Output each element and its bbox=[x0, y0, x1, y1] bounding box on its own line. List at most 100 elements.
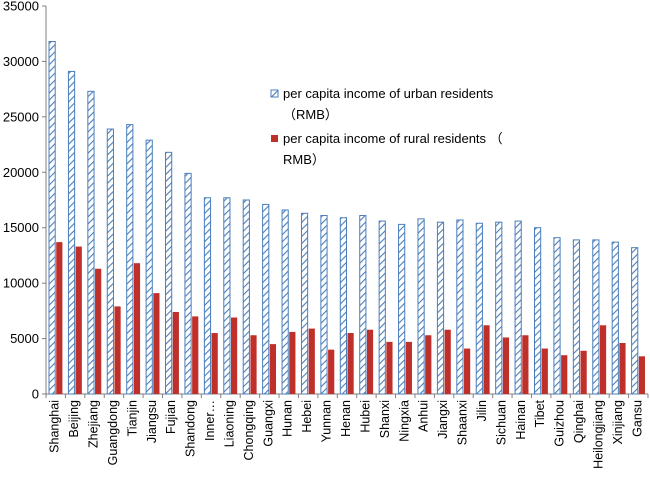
bar-urban bbox=[378, 220, 386, 395]
legend-swatch-urban bbox=[270, 89, 279, 98]
x-tick-label: Xinjiang bbox=[611, 400, 625, 445]
bar-rural bbox=[153, 293, 160, 394]
x-tick-label: Shanxi bbox=[378, 400, 392, 438]
bar-rural bbox=[269, 344, 277, 394]
bar-urban bbox=[456, 219, 464, 395]
y-axis: 0 5000 10000 15000 20000 25000 30000 35000 bbox=[3, 0, 47, 402]
y-tick-label: 20000 bbox=[3, 165, 39, 180]
bar-rural bbox=[366, 329, 374, 394]
x-tick-label: Shandong bbox=[184, 400, 198, 457]
x-tick-label: Hainan bbox=[514, 400, 528, 440]
bar-urban bbox=[67, 70, 76, 395]
bar-rural bbox=[425, 335, 432, 394]
bar-urban bbox=[106, 128, 114, 395]
x-tick-label: Shaanxi bbox=[456, 400, 470, 445]
bar-urban bbox=[592, 239, 600, 395]
bar-rural bbox=[638, 356, 645, 394]
legend-label-rural: RMB） bbox=[283, 152, 325, 167]
bar-rural bbox=[386, 341, 393, 394]
bar-urban bbox=[359, 215, 367, 395]
x-tick-label: Liaoning bbox=[222, 400, 236, 447]
bar-rural bbox=[483, 325, 490, 394]
bar-urban bbox=[436, 221, 445, 395]
bar-rural bbox=[56, 242, 63, 394]
bar-urban bbox=[417, 218, 425, 395]
bar-rural bbox=[114, 306, 121, 394]
bar-rural bbox=[75, 246, 82, 394]
x-tick-label: Zhejiang bbox=[87, 400, 101, 448]
bar-urban bbox=[514, 220, 522, 395]
bar-urban bbox=[145, 139, 153, 395]
x-tick-label: Qinghai bbox=[572, 400, 586, 443]
bar-urban bbox=[126, 124, 134, 395]
x-tick-label: Hunan bbox=[281, 400, 295, 437]
bar-rural bbox=[347, 333, 354, 394]
bar-urban bbox=[495, 221, 503, 395]
bar-urban bbox=[572, 239, 581, 395]
x-tick-label: Gansu bbox=[630, 400, 644, 437]
bar-urban bbox=[339, 217, 347, 395]
bar-urban bbox=[320, 215, 328, 395]
bar-rural bbox=[561, 355, 568, 394]
bar-rural bbox=[211, 333, 218, 394]
x-tick-label: Guizhou bbox=[553, 400, 567, 447]
bar-rural bbox=[502, 337, 510, 394]
x-tick-label: Jiangsu bbox=[145, 400, 159, 443]
bar-rural bbox=[172, 311, 179, 394]
bar-rural bbox=[541, 348, 548, 394]
y-tick-label: 10000 bbox=[3, 276, 39, 291]
y-tick-label: 35000 bbox=[3, 0, 39, 14]
bars bbox=[48, 40, 645, 395]
bar-rural bbox=[444, 329, 451, 394]
y-tick-label: 0 bbox=[32, 387, 39, 402]
bar-rural bbox=[580, 350, 587, 394]
x-tick-label: Tianjin bbox=[125, 400, 139, 436]
x-tick-label: Shanghai bbox=[48, 400, 62, 453]
bar-rural bbox=[192, 316, 199, 394]
x-tick-label: Jilin bbox=[475, 400, 489, 422]
bar-rural bbox=[405, 341, 412, 394]
x-tick-label: Henan bbox=[339, 400, 353, 437]
bar-urban bbox=[262, 203, 270, 395]
bar-rural bbox=[289, 331, 296, 394]
x-tick-label: Hebei bbox=[300, 400, 314, 433]
bar-urban bbox=[48, 40, 56, 395]
x-tick-label: Guangdong bbox=[106, 400, 120, 465]
bar-rural bbox=[599, 325, 607, 394]
x-tick-label: Sichuan bbox=[494, 400, 508, 445]
bar-urban bbox=[203, 197, 212, 395]
x-tick-label: Jiangxi bbox=[436, 400, 450, 439]
x-tick-label: Hubei bbox=[358, 400, 372, 433]
bar-urban bbox=[281, 209, 289, 395]
bar-rural bbox=[328, 349, 335, 394]
bar-urban bbox=[533, 227, 542, 395]
bar-urban bbox=[242, 199, 250, 395]
x-tick-label: Chongqing bbox=[242, 400, 256, 461]
bar-rural bbox=[464, 348, 471, 394]
bar-urban bbox=[475, 222, 483, 395]
x-tick-label: Heilongjiang bbox=[591, 400, 605, 469]
x-tick-label: Beijing bbox=[67, 400, 81, 438]
bar-urban bbox=[398, 223, 406, 395]
bar-urban bbox=[611, 241, 619, 395]
legend-label-urban: （RMB） bbox=[283, 107, 338, 122]
bar-urban bbox=[87, 90, 95, 395]
y-tick-label: 15000 bbox=[3, 220, 39, 235]
legend-label-rural: per capita income of rural residents （ bbox=[283, 131, 503, 146]
legend-swatch-rural bbox=[271, 135, 278, 142]
y-tick-label: 30000 bbox=[3, 54, 39, 69]
bar-urban bbox=[631, 247, 639, 395]
bar-rural bbox=[522, 335, 529, 394]
x-tick-label: Fujian bbox=[164, 400, 178, 434]
bar-rural bbox=[308, 328, 315, 394]
bar-rural bbox=[619, 343, 626, 394]
bar-urban bbox=[300, 212, 309, 395]
bar-urban bbox=[553, 237, 561, 395]
x-tick-label: Guangxi bbox=[261, 400, 275, 447]
x-tick-label: Ningxia bbox=[397, 400, 411, 442]
y-tick-label: 25000 bbox=[3, 109, 39, 124]
legend: per capita income of urban residents （RMB… bbox=[270, 86, 503, 167]
bar-rural bbox=[230, 317, 238, 394]
x-axis: Shanghai Beijing Zhejiang Guangdong Tianjin J… bbox=[45, 393, 649, 469]
